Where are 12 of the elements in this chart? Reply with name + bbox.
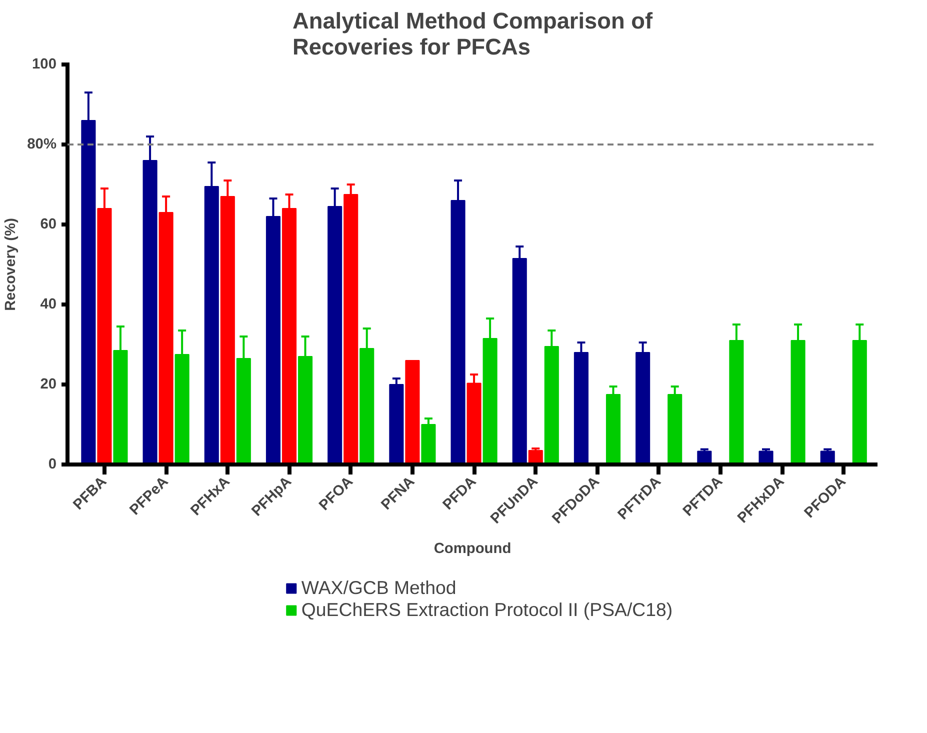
y-tick-label: 0 bbox=[48, 456, 57, 472]
chart-title: Analytical Method Comparison of Recoveries for PFCAs bbox=[292, 8, 653, 60]
y-tick-label: 40 bbox=[40, 296, 57, 312]
y-tick-label: 60 bbox=[40, 216, 57, 232]
legend-label: QuEChERS Extraction Protocol II (PSA/C18) bbox=[301, 599, 673, 621]
x-axis-title: Compound bbox=[434, 540, 512, 557]
legend-label: WAX/GCB Method bbox=[301, 577, 456, 599]
y-tick-label: 100 bbox=[32, 56, 57, 72]
bar bbox=[405, 360, 420, 464]
y-axis-title: Recovery (%) bbox=[3, 218, 20, 311]
y-tick-label: 80% bbox=[27, 136, 57, 152]
y-tick-label: 20 bbox=[40, 376, 57, 392]
